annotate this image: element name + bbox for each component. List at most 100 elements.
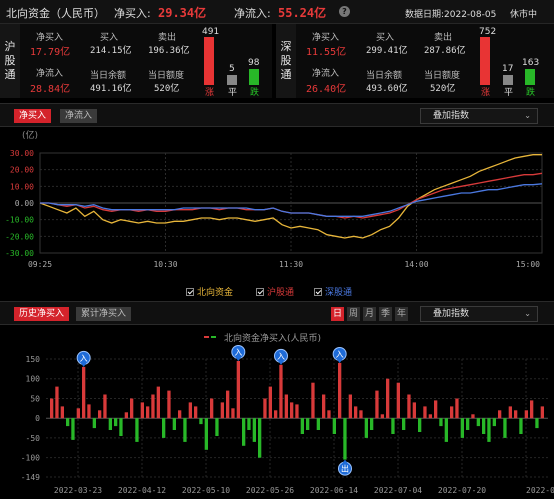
bar — [306, 418, 310, 430]
sh-up-label: 涨 — [205, 88, 215, 98]
page-title: 北向资金（人民币） — [6, 7, 105, 20]
series-line — [40, 172, 543, 219]
legend-sz[interactable]: 深股通 — [314, 285, 352, 298]
marker-in-icon[interactable]: 入 — [231, 345, 246, 361]
period-month[interactable]: 月 — [363, 307, 376, 321]
checkbox-icon[interactable] — [256, 288, 264, 296]
x-tick-label: 2022-05-26 — [246, 486, 294, 495]
net-buy-label: 净买入: — [114, 7, 151, 20]
bar — [343, 418, 347, 460]
period-quarter[interactable]: 季 — [379, 307, 392, 321]
bar — [332, 418, 336, 434]
sz-flat-bar — [503, 75, 513, 85]
marker-out-icon[interactable]: 出 — [337, 459, 352, 476]
x-tick-label: 11:30 — [279, 260, 303, 269]
bar — [55, 386, 59, 419]
bar — [460, 418, 464, 438]
bar — [492, 418, 496, 427]
bar — [194, 406, 198, 419]
tab-intraday-net-buy[interactable]: 净买入 — [14, 109, 52, 123]
bar — [316, 418, 320, 430]
bar — [98, 410, 102, 419]
y-tick-label: -30.00 — [5, 249, 34, 258]
bar — [167, 390, 171, 419]
bar — [364, 418, 368, 438]
y-tick-label: 10.00 — [10, 182, 34, 191]
sz-net-buy-label: 净买入 — [312, 33, 340, 43]
sz-net-buy-value: 11.55亿 — [306, 47, 347, 58]
bar — [199, 418, 203, 425]
bar — [482, 418, 486, 434]
y-tick-label: 20.00 — [10, 166, 34, 175]
sz-flat-label: 平 — [504, 88, 514, 98]
sz-balance-label: 当日余额 — [366, 71, 403, 81]
checkbox-icon[interactable] — [314, 288, 322, 296]
bar — [135, 418, 139, 442]
history-bar-chart: 150 100 50 0 -50 -100 -149 2022-03-23 2022-04-12… — [21, 345, 554, 495]
history-legend-label: 北向资金净买入(人民币) — [224, 334, 322, 344]
tab-history-cumulative[interactable]: 累计净买入 — [76, 307, 132, 321]
sz-buy-label: 买入 — [376, 33, 395, 43]
sh-flat-count: 5 — [229, 64, 235, 74]
tab-intraday-net-inflow[interactable]: 净流入 — [60, 109, 98, 123]
bar — [215, 418, 219, 436]
shenzhen-connect-panel: 深股通 净买入 11.55亿 买入 299.41亿 卖出 287.86亿 净流入… — [276, 24, 554, 98]
y-tick-label: 0.00 — [15, 199, 34, 208]
marker-in-icon[interactable]: 入 — [273, 348, 288, 365]
period-day[interactable]: 日 — [331, 307, 344, 321]
bar — [295, 404, 299, 419]
marker-label: 入 — [80, 354, 88, 363]
marker-in-icon[interactable]: 入 — [76, 350, 91, 367]
bar — [407, 394, 411, 419]
legend-north-label: 北向资金 — [197, 288, 234, 298]
bar — [418, 418, 422, 432]
bar — [66, 418, 70, 427]
intraday-overlay-select[interactable]: 叠加指数 ⌄ — [420, 108, 538, 124]
bar — [540, 406, 544, 419]
x-tick-label: 2022-06-14 — [310, 486, 358, 495]
history-overlay-select[interactable]: 叠加指数 ⌄ — [420, 306, 538, 322]
tab-history-net-buy[interactable]: 历史净买入 — [14, 307, 70, 321]
period-year[interactable]: 年 — [395, 307, 408, 321]
bar — [514, 410, 518, 419]
legend-sz-label: 深股通 — [325, 288, 353, 298]
help-icon[interactable]: ? — [339, 6, 350, 17]
y-tick-label: 100 — [26, 375, 41, 384]
bar — [124, 412, 128, 419]
legend-sh[interactable]: 沪股通 — [256, 285, 294, 298]
bar — [300, 418, 304, 434]
bar — [279, 364, 283, 419]
bar — [252, 418, 256, 442]
chevron-down-icon: ⌄ — [524, 111, 531, 120]
bar — [498, 410, 502, 419]
marker-label: 出 — [341, 464, 349, 474]
sh-quota-label: 当日额度 — [148, 71, 185, 81]
bar — [311, 382, 315, 419]
x-tick-label: 2022-04-12 — [118, 486, 166, 495]
sz-net-inflow-value: 26.40亿 — [306, 84, 347, 95]
bar — [354, 406, 358, 419]
bar — [162, 418, 166, 438]
sz-net-inflow-label: 净流入 — [312, 69, 340, 79]
sh-flat-bar — [227, 75, 237, 85]
x-tick-label: 2022-07-20 — [438, 486, 486, 495]
intraday-line-chart: 30.00 20.00 10.00 0.00 -10.00 -20.00 -30.00 09:… — [5, 149, 543, 269]
legend-north[interactable]: 北向资金 — [186, 285, 233, 298]
bar — [530, 400, 534, 419]
x-tick-label: 09:25 — [28, 260, 52, 269]
bar — [92, 418, 96, 429]
header-bar: 北向资金（人民币） 净买入: 29.34亿 净流入: 55.24亿 ? 数据日期… — [0, 0, 554, 24]
legend-sh-label: 沪股通 — [267, 288, 295, 298]
period-week[interactable]: 周 — [347, 307, 360, 321]
intraday-overlay-label: 叠加指数 — [433, 111, 470, 121]
sz-down-bar — [525, 69, 535, 85]
bar — [76, 408, 80, 419]
sh-up-count: 491 — [202, 27, 220, 37]
bar — [375, 390, 379, 419]
sz-up-bar — [480, 37, 490, 85]
bar — [242, 418, 246, 446]
marker-in-icon[interactable]: 入 — [332, 346, 347, 363]
sz-sell-value: 287.86亿 — [424, 46, 466, 56]
x-tick-label: 2022-05-10 — [182, 486, 230, 495]
checkbox-icon[interactable] — [186, 288, 194, 296]
